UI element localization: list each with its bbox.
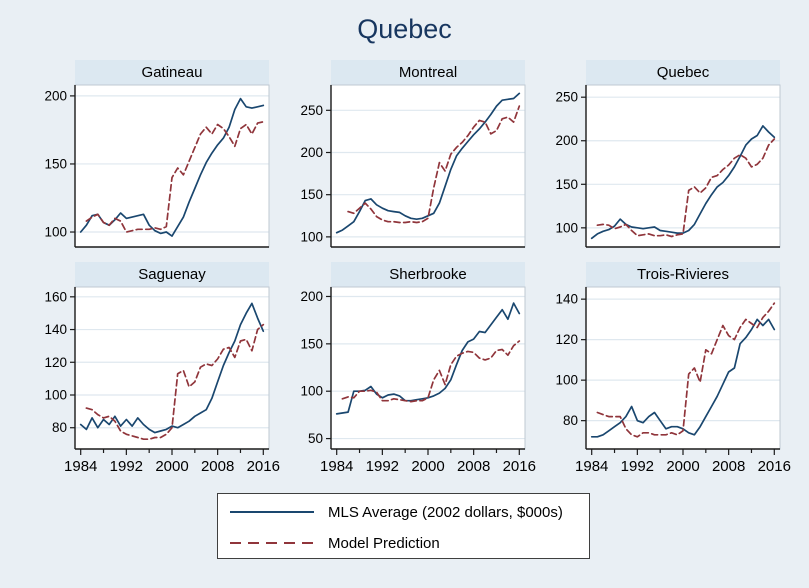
legend-item-prediction: Model Prediction: [230, 534, 440, 552]
panel-title-quebec: Quebec: [586, 60, 780, 85]
svg-text:160: 160: [44, 289, 67, 304]
legend-box: MLS Average (2002 dollars, $000s) Model …: [217, 493, 590, 559]
svg-text:150: 150: [44, 156, 67, 171]
panel-saguenay: Saguenay 80 100 120 140 160 1984 1992 2000 2008 2…: [30, 262, 280, 479]
svg-text:2000: 2000: [666, 458, 699, 475]
panel-saguenay-plot: 80 100 120 140 160 1984 1992 2000 2008 2016: [44, 286, 280, 475]
prediction-line-sample-icon: [230, 541, 314, 545]
svg-text:200: 200: [300, 289, 323, 304]
panel-montreal: Montreal 100 150 200 250: [286, 60, 526, 277]
svg-text:1984: 1984: [64, 458, 97, 475]
legend-label-prediction: Model Prediction: [328, 534, 440, 552]
panel-trois-rivieres: Trois-Rivieres 80 100 120 140 1984 1992 2000 20…: [541, 262, 791, 479]
svg-text:2008: 2008: [201, 458, 234, 475]
svg-text:80: 80: [563, 413, 578, 428]
svg-text:150: 150: [300, 187, 323, 202]
svg-text:2008: 2008: [457, 458, 490, 475]
legend-item-mls: MLS Average (2002 dollars, $000s): [230, 503, 563, 521]
panel-quebec: Quebec 100 150 200 250: [541, 60, 781, 277]
panel-title-trois-rivieres: Trois-Rivieres: [586, 262, 780, 287]
svg-text:2000: 2000: [155, 458, 188, 475]
svg-text:2000: 2000: [411, 458, 444, 475]
svg-text:100: 100: [44, 388, 67, 403]
svg-text:140: 140: [44, 322, 67, 337]
svg-text:120: 120: [44, 355, 67, 370]
svg-text:100: 100: [555, 220, 578, 235]
svg-text:140: 140: [555, 292, 578, 307]
svg-text:2008: 2008: [712, 458, 745, 475]
panel-title-sherbrooke: Sherbrooke: [331, 262, 525, 287]
svg-text:2016: 2016: [247, 458, 280, 475]
svg-text:100: 100: [300, 384, 323, 399]
panel-title-gatineau: Gatineau: [75, 60, 269, 85]
panel-trois-rivieres-plot: 80 100 120 140 1984 1992 2000 2008 2016: [555, 286, 791, 475]
svg-text:50: 50: [308, 431, 323, 446]
svg-text:1992: 1992: [366, 458, 399, 475]
svg-text:100: 100: [44, 225, 67, 240]
svg-text:200: 200: [44, 88, 67, 103]
panel-sherbrooke-plot: 50 100 150 200 1984 1992 2000 2008 2016: [300, 286, 536, 475]
svg-text:250: 250: [555, 90, 578, 105]
legend-label-mls: MLS Average (2002 dollars, $000s): [328, 503, 563, 521]
svg-text:100: 100: [555, 373, 578, 388]
chart-title: Quebec: [357, 14, 452, 44]
panel-sherbrooke: Sherbrooke 50 100 150 200 1984 1992 2000 2008 20…: [286, 262, 536, 479]
mls-line-sample-icon: [230, 511, 314, 513]
svg-text:80: 80: [52, 420, 67, 435]
svg-text:200: 200: [555, 133, 578, 148]
svg-text:200: 200: [300, 145, 323, 160]
svg-text:250: 250: [300, 103, 323, 118]
svg-text:120: 120: [555, 332, 578, 347]
svg-text:100: 100: [300, 229, 323, 244]
svg-text:1984: 1984: [320, 458, 353, 475]
svg-text:2016: 2016: [758, 458, 791, 475]
svg-text:1984: 1984: [575, 458, 608, 475]
panel-gatineau-plot: 100 150 200: [44, 84, 270, 248]
svg-text:2016: 2016: [503, 458, 536, 475]
panel-montreal-plot: 100 150 200 250: [300, 84, 526, 248]
panel-quebec-plot: 100 150 200 250: [555, 84, 781, 248]
svg-text:150: 150: [555, 177, 578, 192]
svg-text:1992: 1992: [110, 458, 143, 475]
panel-title-montreal: Montreal: [331, 60, 525, 85]
svg-text:150: 150: [300, 336, 323, 351]
svg-text:1992: 1992: [621, 458, 654, 475]
panel-title-saguenay: Saguenay: [75, 262, 269, 287]
panel-gatineau: Gatineau 100 150 200: [30, 60, 270, 277]
